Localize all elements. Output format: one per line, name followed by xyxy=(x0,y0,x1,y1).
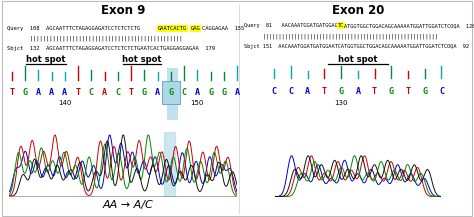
Text: Query  81   AACAAATGGATGATGGAG: Query 81 AACAAATGGATGATGGAG xyxy=(244,23,338,28)
Text: G: G xyxy=(422,87,427,96)
Text: ||||||||||||||||||||||||||||||||||||||||||||||||||||||||: ||||||||||||||||||||||||||||||||||||||||… xyxy=(244,34,438,39)
Text: G: G xyxy=(168,88,173,97)
Text: A: A xyxy=(102,88,107,97)
Text: Sbjct  132  AGCAATTTCTAGAGGAGATCCTCTCTCTGAATCACTGAGGAGGAGAA  179: Sbjct 132 AGCAATTTCTAGAGGAGATCCTCTCTCTGA… xyxy=(7,46,215,51)
Text: 150: 150 xyxy=(191,100,204,106)
Text: C: C xyxy=(289,87,293,96)
Text: Sbjct 151  AACAAATGGATGATGGAATCATGGTGGCTGGACAGCAAAAATGGATTGGATCTCOQA  92: Sbjct 151 AACAAATGGATGATGGAATCATGGTGGCTG… xyxy=(244,44,469,49)
Text: G: G xyxy=(389,87,394,96)
Text: C: C xyxy=(115,88,120,97)
Text: C: C xyxy=(272,87,277,96)
Text: GAG: GAG xyxy=(191,26,201,31)
Text: A: A xyxy=(36,88,41,97)
Text: hot spot: hot spot xyxy=(122,55,162,64)
Text: G: G xyxy=(208,88,213,97)
Text: 140: 140 xyxy=(58,100,72,106)
Text: G: G xyxy=(168,88,173,97)
Text: C: C xyxy=(89,88,94,97)
Text: hot spot: hot spot xyxy=(338,55,378,64)
Text: G: G xyxy=(142,88,147,97)
Text: C: C xyxy=(439,87,444,96)
Text: A: A xyxy=(305,87,310,96)
Bar xyxy=(167,68,178,120)
Text: A: A xyxy=(356,87,360,96)
Text: 130: 130 xyxy=(334,100,348,106)
Text: G: G xyxy=(338,87,344,96)
Text: A: A xyxy=(195,88,200,97)
Text: C: C xyxy=(182,88,187,97)
Text: T: T xyxy=(75,88,81,97)
Bar xyxy=(164,132,175,197)
Text: G: G xyxy=(221,88,226,97)
Text: A: A xyxy=(235,88,239,97)
Text: TC: TC xyxy=(338,23,345,28)
Text: A: A xyxy=(155,88,160,97)
Text: A: A xyxy=(49,88,54,97)
Text: Query  108  AGCAATTTCTAGAGGAGATCCTCTCTCTG: Query 108 AGCAATTTCTAGAGGAGATCCTCTCTCTG xyxy=(7,26,140,31)
Text: T: T xyxy=(9,88,14,97)
Text: T: T xyxy=(128,88,134,97)
Text: CAGGAGAA  155: CAGGAGAA 155 xyxy=(202,26,244,31)
Text: AA → A/C: AA → A/C xyxy=(102,201,154,210)
Text: T: T xyxy=(372,87,377,96)
Text: Exon 9: Exon 9 xyxy=(101,4,146,17)
Text: T: T xyxy=(322,87,327,96)
Text: G: G xyxy=(23,88,27,97)
Text: A: A xyxy=(62,88,67,97)
Text: GAATCACTG: GAATCACTG xyxy=(158,26,187,31)
Text: ATGGTGGCTGGACAGCAAAAATGGATTGGATCTCOQA  120: ATGGTGGCTGGACAGCAAAAATGGATTGGATCTCOQA 12… xyxy=(345,23,474,28)
Text: Exon 20: Exon 20 xyxy=(332,3,384,16)
Text: hot spot: hot spot xyxy=(27,55,66,64)
Text: |||||||||||||||||||||||||||||||||||||||||||||||: ||||||||||||||||||||||||||||||||||||||||… xyxy=(7,36,182,41)
Text: T: T xyxy=(406,87,410,96)
